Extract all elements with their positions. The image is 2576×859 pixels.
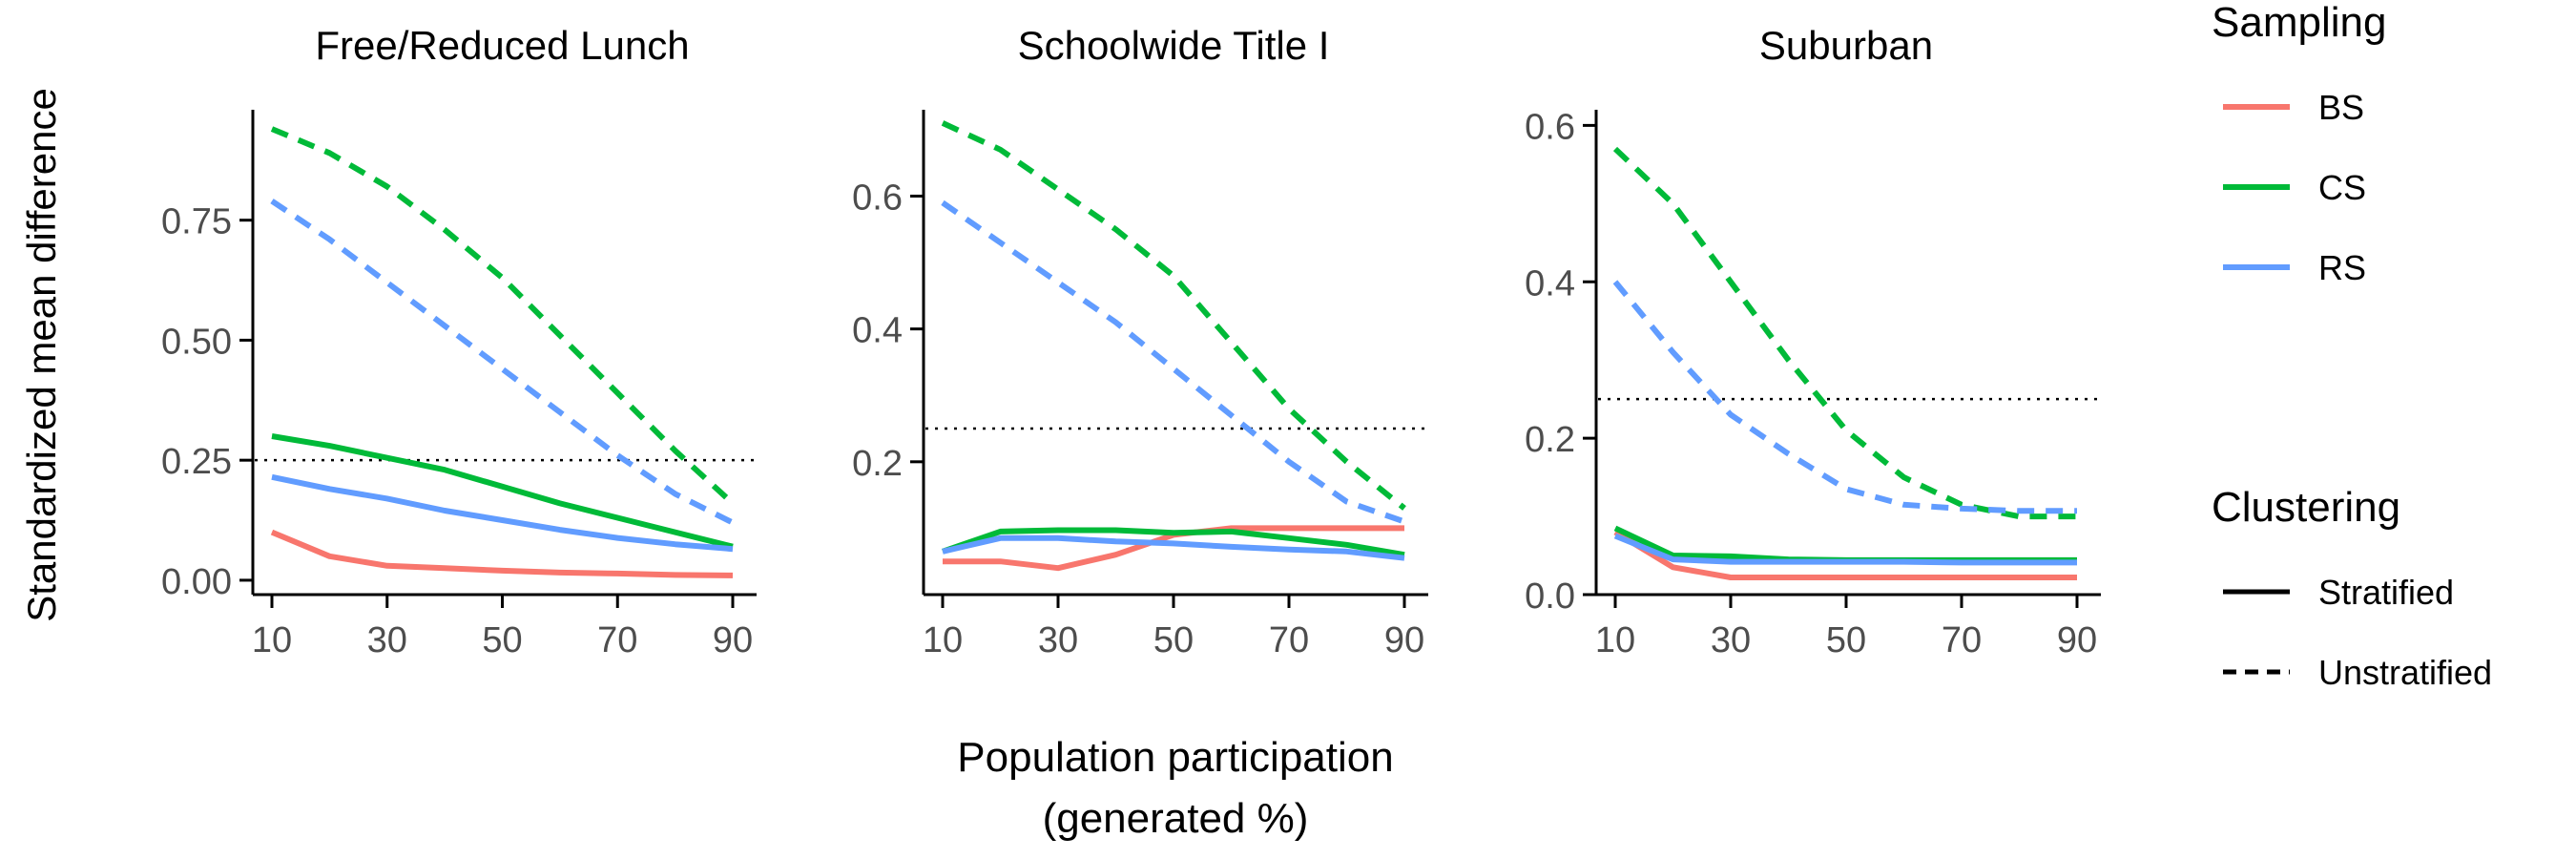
legend-clustering-items: Stratified Unstratified <box>2223 573 2492 692</box>
y-tick-label: 0.25 <box>161 442 232 482</box>
series-cs-stratified <box>942 527 1405 558</box>
x-tick-label: 70 <box>1269 620 1309 660</box>
y-tick-label: 0.2 <box>1525 420 1575 460</box>
series-bs-stratified <box>270 529 734 578</box>
x-tick-label: 30 <box>1711 620 1751 660</box>
series-cs-unstratified <box>941 120 1406 511</box>
series-cs-unstratified <box>270 126 736 506</box>
y-tick-label: 0.6 <box>1525 107 1575 147</box>
series-cs-stratified <box>1613 525 2077 563</box>
x-tick-label: 30 <box>1038 620 1078 660</box>
y-tick-label: 0.00 <box>161 562 232 602</box>
y-tick-label: 0.75 <box>161 202 232 242</box>
x-tick-label: 10 <box>252 620 292 660</box>
legend-label-rs: RS <box>2318 248 2366 287</box>
panels: Free/Reduced Lunch 0.00 0.25 0.50 0.75 10 30 50… <box>161 23 2101 660</box>
series-rs-stratified <box>271 473 734 553</box>
y-axis-title: Standardized mean difference <box>19 88 64 622</box>
legend: Sampling BS CS RS Clustering Stratified Uns… <box>2212 0 2492 692</box>
series-bs-stratified <box>1613 529 2077 580</box>
panel-title: Free/Reduced Lunch <box>315 23 689 68</box>
x-tick-label: 30 <box>367 620 407 660</box>
y-tick-label: 0.4 <box>852 311 903 351</box>
series-rs-unstratified <box>1612 280 2077 514</box>
panel-title: Suburban <box>1759 23 1933 68</box>
x-axis-title-line1: Population participation <box>957 734 1393 781</box>
y-tick-label: 0.6 <box>852 178 903 218</box>
series-cs-unstratified <box>1612 146 2077 520</box>
series-rs-unstratified <box>941 199 1405 525</box>
panel-1: Free/Reduced Lunch 0.00 0.25 0.50 0.75 10 30 50… <box>161 23 757 660</box>
series-rs-stratified <box>1613 533 2077 566</box>
y-tick-label: 0.50 <box>161 322 232 362</box>
x-tick-label: 50 <box>1153 620 1194 660</box>
series-rs-stratified <box>942 534 1405 561</box>
x-tick-label: 70 <box>1942 620 1982 660</box>
legend-label-cs: CS <box>2318 168 2366 207</box>
panel-3: Suburban 0.0 0.2 0.4 0.6 10 30 50 70 90 <box>1525 23 2101 660</box>
x-axis-title-line2: (generated %) <box>1043 795 1309 842</box>
x-tick-label: 70 <box>597 620 637 660</box>
x-tick-label: 10 <box>923 620 963 660</box>
legend-label-unstratified: Unstratified <box>2318 653 2492 692</box>
legend-label-stratified: Stratified <box>2318 573 2454 612</box>
x-tick-label: 90 <box>1384 620 1424 660</box>
legend-label-bs: BS <box>2318 88 2364 127</box>
panel-2: Schoolwide Title I 0.2 0.4 0.6 10 30 50 70 90 <box>852 23 1428 660</box>
x-tick-label: 90 <box>713 620 753 660</box>
legend-sampling-title: Sampling <box>2212 0 2386 46</box>
panel-title: Schoolwide Title I <box>1018 23 1330 68</box>
y-tick-label: 0.0 <box>1525 576 1575 617</box>
x-tick-label: 90 <box>2057 620 2097 660</box>
y-tick-label: 0.2 <box>852 444 903 484</box>
x-tick-label: 50 <box>482 620 522 660</box>
series-cs-stratified <box>271 433 734 550</box>
x-tick-label: 50 <box>1826 620 1866 660</box>
legend-clustering-title: Clustering <box>2212 484 2400 531</box>
x-tick-label: 10 <box>1595 620 1635 660</box>
series-rs-unstratified <box>270 199 735 526</box>
y-tick-label: 0.4 <box>1525 263 1575 304</box>
legend-sampling-items: BS CS RS <box>2223 88 2366 287</box>
